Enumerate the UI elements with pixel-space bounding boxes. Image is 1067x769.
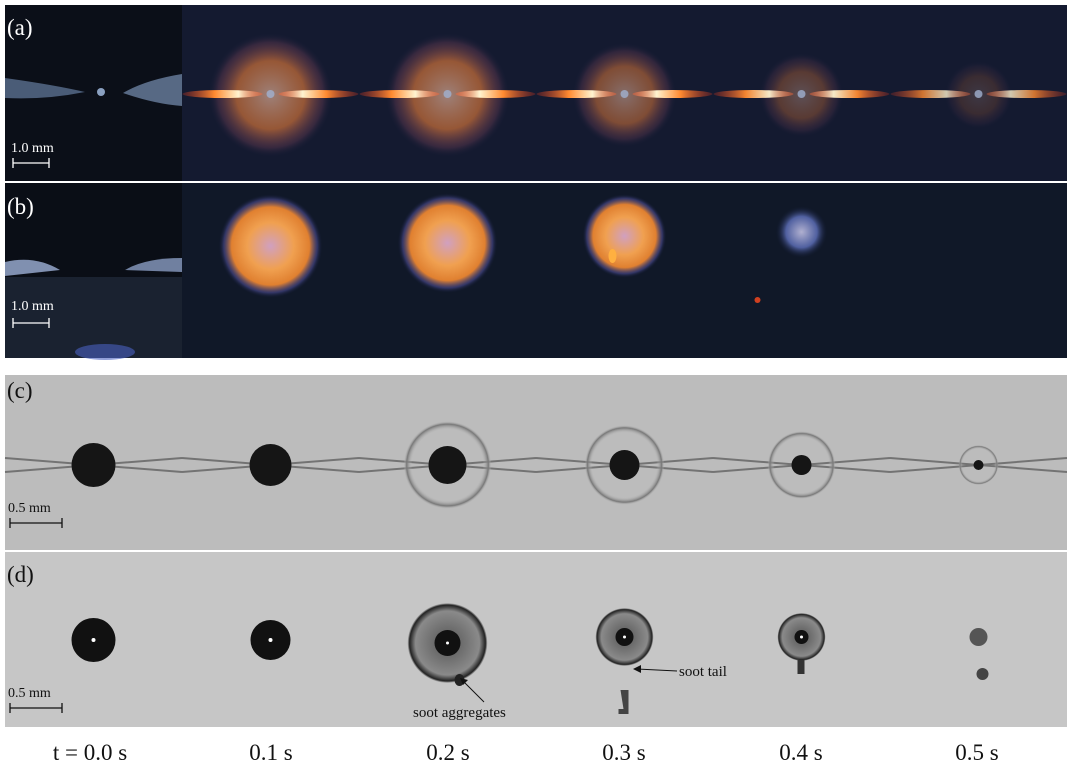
row-label: (d): [7, 562, 34, 587]
scale-label: 1.0 mm: [11, 141, 54, 156]
droplet: [444, 90, 452, 98]
droplet: [429, 446, 467, 484]
scale-label: 1.0 mm: [11, 299, 54, 314]
time-labels: t = 0.0 s 0.1 s 0.2 s 0.3 s 0.4 s 0.5 s: [53, 740, 999, 765]
droplet: [621, 90, 629, 98]
flame: [456, 90, 536, 98]
row-label: (a): [7, 15, 33, 40]
time-label: t = 0.0 s: [53, 740, 127, 765]
scale-label: 0.5 mm: [8, 686, 51, 701]
flame-glow: [219, 194, 323, 298]
droplet: [975, 90, 983, 98]
highlight: [623, 636, 626, 639]
flame: [279, 90, 359, 98]
time-label: 0.3 s: [602, 740, 646, 765]
time-label: 0.1 s: [249, 740, 293, 765]
flame: [810, 90, 890, 98]
droplet: [72, 443, 116, 487]
flame: [633, 90, 713, 98]
flame-glow: [583, 194, 667, 278]
droplet: [798, 90, 806, 98]
flame: [714, 90, 794, 98]
glare: [75, 344, 135, 360]
soot-particle: [977, 668, 989, 680]
row-label: (b): [7, 194, 34, 219]
droplet: [97, 88, 105, 96]
flame-glow: [398, 193, 498, 293]
time-label: 0.4 s: [779, 740, 823, 765]
droplet: [974, 460, 984, 470]
droplet: [267, 90, 275, 98]
figure: (a) (b) (c) (d) 1.0 mm 1.0 mm 0.5 mm 0.5…: [0, 0, 1067, 769]
flame: [537, 90, 617, 98]
row-label: (c): [7, 378, 33, 403]
soot-tail: [798, 660, 805, 674]
annotation: soot aggregates: [413, 705, 506, 721]
flame-glow: [776, 206, 828, 258]
soot-ember: [609, 249, 617, 263]
droplet: [792, 455, 812, 475]
scale-label: 0.5 mm: [8, 501, 51, 516]
panels: [5, 5, 1067, 727]
flame: [360, 90, 440, 98]
highlight: [269, 638, 273, 642]
droplet: [610, 450, 640, 480]
panel: [890, 183, 1067, 358]
flame: [891, 90, 971, 98]
annotation: soot tail: [679, 664, 727, 680]
soot-particle: [970, 628, 988, 646]
droplet: [250, 444, 292, 486]
highlight: [800, 636, 803, 639]
time-label: 0.5 s: [955, 740, 999, 765]
flame: [183, 90, 263, 98]
time-label: 0.2 s: [426, 740, 470, 765]
flame: [987, 90, 1067, 98]
soot-ember: [755, 297, 761, 303]
highlight: [92, 638, 96, 642]
highlight: [446, 642, 449, 645]
